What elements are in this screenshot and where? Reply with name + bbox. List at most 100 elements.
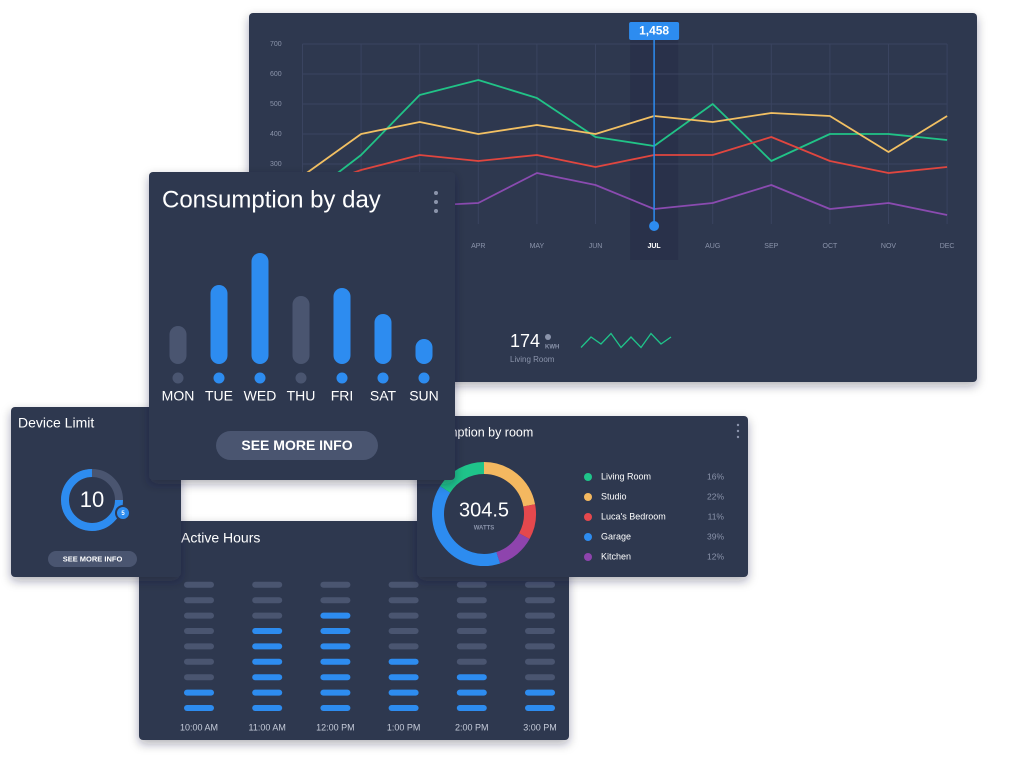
- y-tick-label: 500: [270, 101, 282, 108]
- menu-dot: [736, 429, 740, 433]
- active-pill: [252, 628, 283, 634]
- legend-value: 22%: [707, 491, 724, 501]
- donut-segment: [440, 462, 485, 493]
- legend-swatch: [584, 493, 592, 501]
- y-tick-label: 300: [270, 161, 282, 168]
- legend-label: Living Room: [601, 471, 651, 481]
- legend-value: 39%: [707, 531, 724, 541]
- y-tick-label: 600: [270, 71, 282, 78]
- legend-value: 16%: [707, 471, 724, 481]
- active-pill: [320, 674, 351, 681]
- y-tick-label: 400: [270, 131, 282, 138]
- card-background: [417, 416, 748, 577]
- x-tick-label: THU: [287, 388, 316, 404]
- active-pill: [525, 705, 555, 711]
- active-pill: [320, 658, 351, 665]
- inactive-pill: [388, 643, 419, 650]
- bar-dot: [295, 372, 307, 384]
- card-title: Active Hours: [181, 530, 260, 546]
- line-series: [302, 136, 948, 192]
- gauge-value: 10: [80, 487, 104, 512]
- button-label: SEE MORE INFO: [241, 437, 352, 453]
- active-hours-column: [456, 674, 487, 711]
- bar: [210, 285, 228, 364]
- x-tick-label: 10:00 AM: [180, 722, 218, 732]
- inactive-pill: [320, 597, 351, 604]
- active-pill: [320, 612, 351, 619]
- bar: [251, 253, 269, 364]
- menu-dot: [434, 209, 438, 213]
- inactive-pill: [388, 581, 419, 588]
- x-tick-label: JUL: [647, 243, 661, 250]
- legend-label: Kitchen: [601, 551, 631, 561]
- active-pill: [388, 658, 419, 665]
- x-tick-label: NOV: [881, 243, 897, 250]
- bar-dot: [377, 372, 389, 384]
- inactive-pill: [184, 597, 214, 604]
- x-tick-label: 2:00 PM: [455, 722, 489, 732]
- inactive-pill: [252, 612, 283, 619]
- active-pill: [525, 689, 555, 696]
- button[interactable]: [48, 551, 137, 567]
- active-pill: [320, 705, 351, 711]
- line-series: [301, 79, 948, 201]
- active-pill: [184, 705, 214, 711]
- bar: [415, 339, 433, 364]
- tooltip-label: 1,458: [639, 24, 669, 38]
- bar-dot: [254, 372, 266, 384]
- inactive-pill: [184, 674, 214, 681]
- legend-label: Studio: [601, 491, 627, 501]
- active-pill: [252, 643, 283, 650]
- inactive-pill: [525, 612, 555, 619]
- card-title: Consumption by day: [162, 186, 381, 213]
- button[interactable]: [216, 431, 378, 460]
- inactive-pill: [456, 581, 487, 588]
- cursor-dot: [649, 221, 660, 231]
- inactive-pill: [184, 643, 214, 650]
- inactive-pill: [184, 581, 214, 588]
- bar-dot: [418, 372, 430, 384]
- inactive-pill: [525, 581, 555, 588]
- device-limit-card: Device Limit 10 5 SEE MORE INFO: [11, 407, 181, 577]
- summary-dot: [545, 334, 551, 340]
- x-tick-label: TUE: [205, 388, 233, 404]
- x-tick-label: 12:00 PM: [316, 722, 355, 732]
- bar: [169, 326, 187, 364]
- inactive-pill: [525, 597, 555, 604]
- gauge-arc: [61, 469, 123, 531]
- active-pill: [252, 658, 283, 665]
- active-hours-column: [184, 689, 214, 711]
- inactive-pill: [388, 597, 419, 604]
- active-pill: [388, 705, 419, 711]
- active-pill: [320, 628, 351, 634]
- x-tick-label: 1:00 PM: [387, 722, 421, 732]
- summary-unit: KWH: [545, 345, 559, 351]
- active-pill: [252, 674, 283, 681]
- donut-segment: [432, 486, 501, 566]
- donut-segment: [483, 462, 536, 507]
- x-tick-label: AUG: [705, 243, 720, 250]
- bar-dot: [172, 372, 184, 384]
- inactive-pill: [456, 597, 487, 604]
- x-tick-label: WED: [244, 388, 277, 404]
- x-tick-label: 3:00 PM: [523, 722, 557, 732]
- line-series: [301, 112, 948, 177]
- inactive-pill: [525, 658, 555, 665]
- inactive-pill: [184, 658, 214, 665]
- legend-swatch: [584, 553, 592, 561]
- menu-dot: [434, 191, 438, 195]
- active-pill: [388, 674, 419, 681]
- active-hours-column: [252, 628, 283, 711]
- active-pill: [252, 705, 283, 711]
- menu-dot: [736, 435, 740, 439]
- legend-swatch: [584, 533, 592, 541]
- bar-dot: [213, 372, 225, 384]
- x-tick-label: APR: [471, 243, 485, 250]
- inactive-pill: [525, 628, 555, 634]
- active-hours-column: [320, 612, 351, 711]
- active-pill: [320, 689, 351, 696]
- inactive-pill: [456, 658, 487, 665]
- menu-dot: [736, 423, 740, 427]
- active-pill: [456, 689, 487, 696]
- inactive-pill: [252, 597, 283, 604]
